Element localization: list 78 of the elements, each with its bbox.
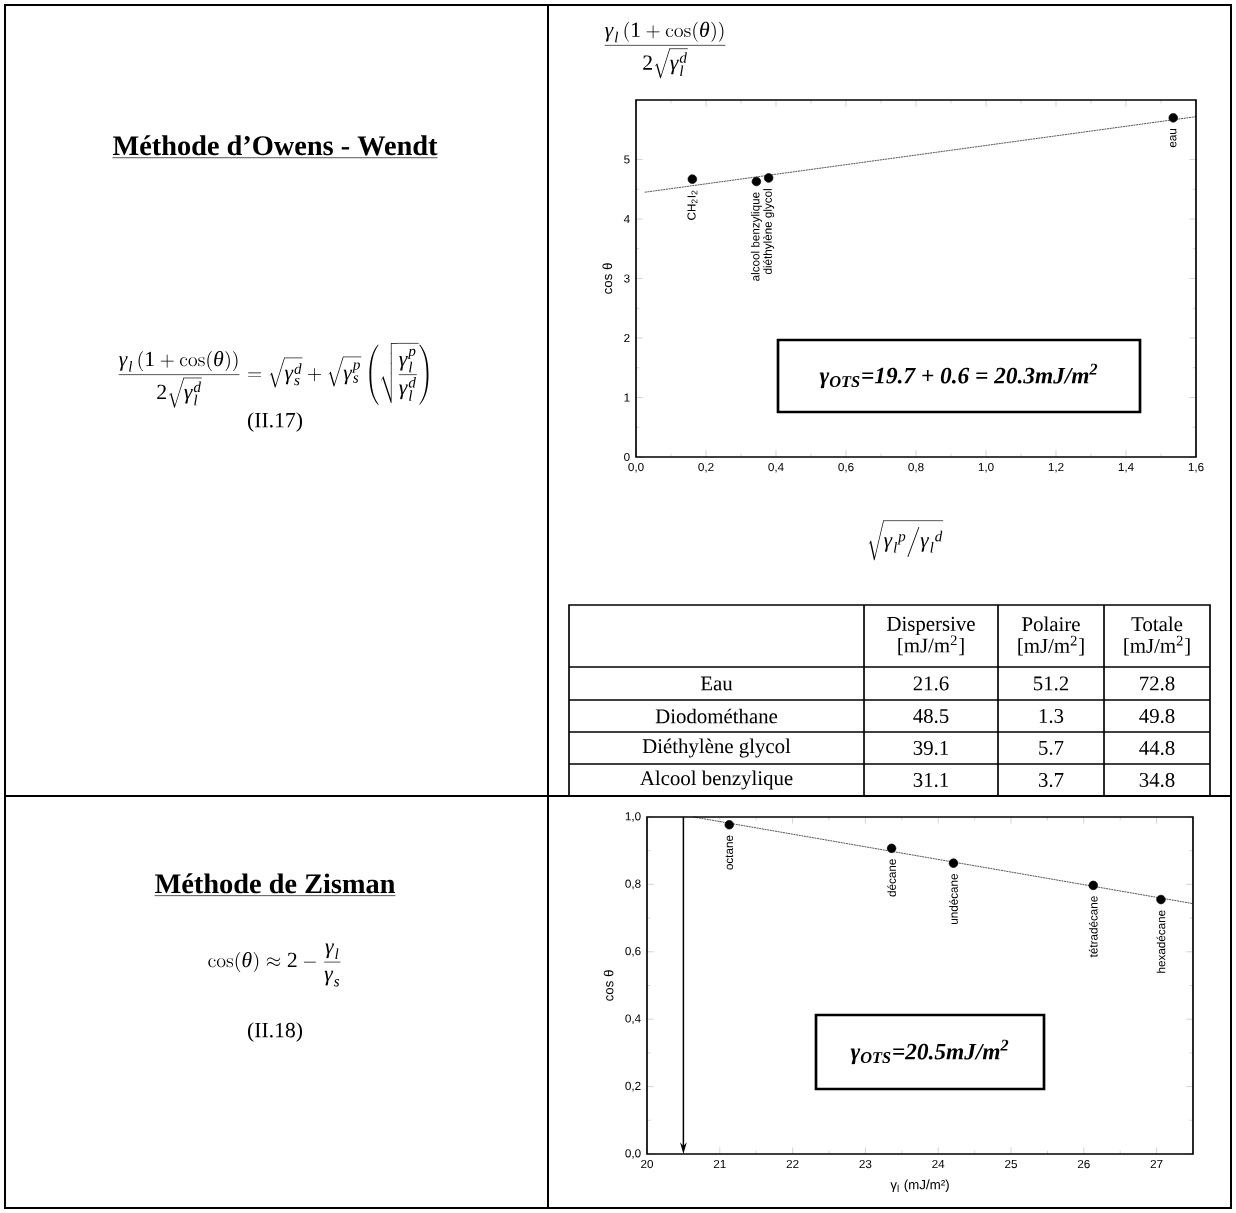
x-tick-label: 21	[713, 1159, 726, 1169]
x-tick-label: 1,6	[1188, 462, 1204, 473]
point	[751, 176, 762, 187]
annotation: diéthylène glycol	[763, 189, 775, 275]
x-tick-label: Dispersive [mJ/m$^{2}$]	[887, 616, 975, 656]
data-label: 51.2	[1033, 676, 1069, 691]
x-tick-label: 26	[1077, 1159, 1090, 1169]
data-label: 1.3	[1039, 708, 1064, 724]
point	[763, 173, 774, 183]
x-tick-label: 25	[1005, 1159, 1017, 1169]
data-label: 49.8	[1139, 708, 1175, 724]
annotation: octane	[725, 835, 734, 870]
x-axis-title: γ$_{l}$ (mJ/m²)	[890, 1179, 949, 1193]
y-axis-title: cos θ	[603, 970, 614, 1001]
y-tick-label: 0,6	[625, 946, 641, 957]
x-tick-label: 24	[932, 1159, 945, 1169]
y-tick-label: 0,2	[625, 1081, 641, 1092]
y-tick-label: Alcool benzylique	[640, 770, 793, 790]
y-tick-label: 0	[624, 452, 630, 462]
x-tick-label: 0,6	[838, 462, 854, 473]
y-tick-label: 0,8	[625, 879, 641, 890]
y-tick-label: 0,0	[625, 1149, 641, 1159]
point	[886, 843, 897, 854]
data-label: 31.1	[913, 772, 948, 788]
y-tick-label: 1	[624, 393, 630, 402]
data-label: 21.6	[913, 676, 949, 691]
y-tick-label: 3	[624, 274, 630, 283]
data-label: 39.1	[913, 740, 948, 756]
x-tick-label: Polaire [mJ/m$^{2}$]	[1018, 616, 1084, 656]
data-label: 48.5	[913, 708, 949, 724]
y-tick-label: Diodométhane	[655, 708, 778, 724]
annotation: γ$_{OTS}$=20.5mJ/m$^{2}$	[850, 1039, 1009, 1065]
y-tick-label: Diéthylène glycol	[642, 738, 791, 758]
x-tick-label: 27	[1150, 1159, 1163, 1169]
x-tick-label: 1,0	[978, 462, 994, 473]
x-tick-label: 20	[641, 1159, 654, 1169]
annotation: CH$_{2}$I$_{2}$	[687, 190, 698, 220]
point	[948, 858, 959, 868]
point	[1156, 894, 1166, 905]
x-tick-label: 0,2	[698, 462, 714, 473]
x-tick-label: Totale [mJ/m$^{2}$]	[1124, 616, 1190, 656]
text: (II.17)	[247, 412, 303, 432]
annotation: γ$_{OTS}$=19.7 + 0.6 = 20.3mJ/m$^{2}$	[819, 363, 1098, 389]
y-tick-label: 2	[624, 333, 630, 343]
text: $\frac{\gamma_{l}\left(1+\cos(\theta)\right)}{2\sqrt{\gamma_{l}^{d}}}=\sqrt{\gamma_{s}^{d}}+\sqrt{\gamma_{s}^{p}}\left(\sqrt{\frac{\gamma_{l}^{p}}{\gamma_{l}^{d}}}\right)$	[118, 343, 429, 408]
data-label: 3.7	[1038, 772, 1064, 788]
text: (II.18)	[247, 1022, 303, 1042]
text: Méthode de Zisman	[155, 873, 395, 894]
x-tick-label: 23	[859, 1159, 872, 1169]
point	[724, 820, 734, 830]
data-label: 44.8	[1139, 740, 1175, 756]
point	[1168, 113, 1178, 123]
text: $\frac{\gamma_{l}\left(1+\cos(\theta)\right)}{2\sqrt{\gamma_{l}^{d}}}$	[604, 21, 726, 79]
annotation: hexadécane	[1156, 910, 1166, 973]
text: $\cos(\theta)\approx 2-\frac{\gamma_{l}}{\gamma_{s}}$	[208, 943, 341, 987]
x-axis-title: $\sqrt{{\gamma_{l}}^{p}\Big/{\gamma_{l}}^{d}}$	[868, 520, 944, 561]
data-label: 34.8	[1139, 772, 1175, 788]
y-tick-label: Eau	[700, 676, 733, 691]
data-label: 72.8	[1140, 676, 1175, 691]
y-tick-label: 4	[623, 214, 630, 224]
x-tick-label: 0,8	[908, 462, 924, 473]
x-tick-label: 1,4	[1118, 462, 1134, 473]
y-axis-title: cos θ	[602, 263, 613, 294]
annotation: undécane	[949, 874, 958, 924]
x-tick-label: 0,4	[768, 462, 784, 473]
annotation: alcool benzylique	[750, 192, 762, 281]
y-tick-label: 5	[624, 155, 630, 164]
text: Méthode d’Owens - Wendt	[112, 135, 438, 156]
point	[1088, 880, 1098, 891]
annotation: eau	[1170, 128, 1177, 148]
point	[687, 174, 698, 184]
annotation: décane	[887, 859, 896, 897]
y-tick-label: 0,4	[625, 1014, 641, 1025]
x-tick-label: 1,2	[1048, 462, 1064, 473]
x-tick-label: 22	[786, 1159, 799, 1169]
annotation: tétradécane	[1088, 896, 1098, 958]
data-label: 5.7	[1039, 741, 1064, 755]
y-tick-label: 1,0	[625, 812, 641, 822]
